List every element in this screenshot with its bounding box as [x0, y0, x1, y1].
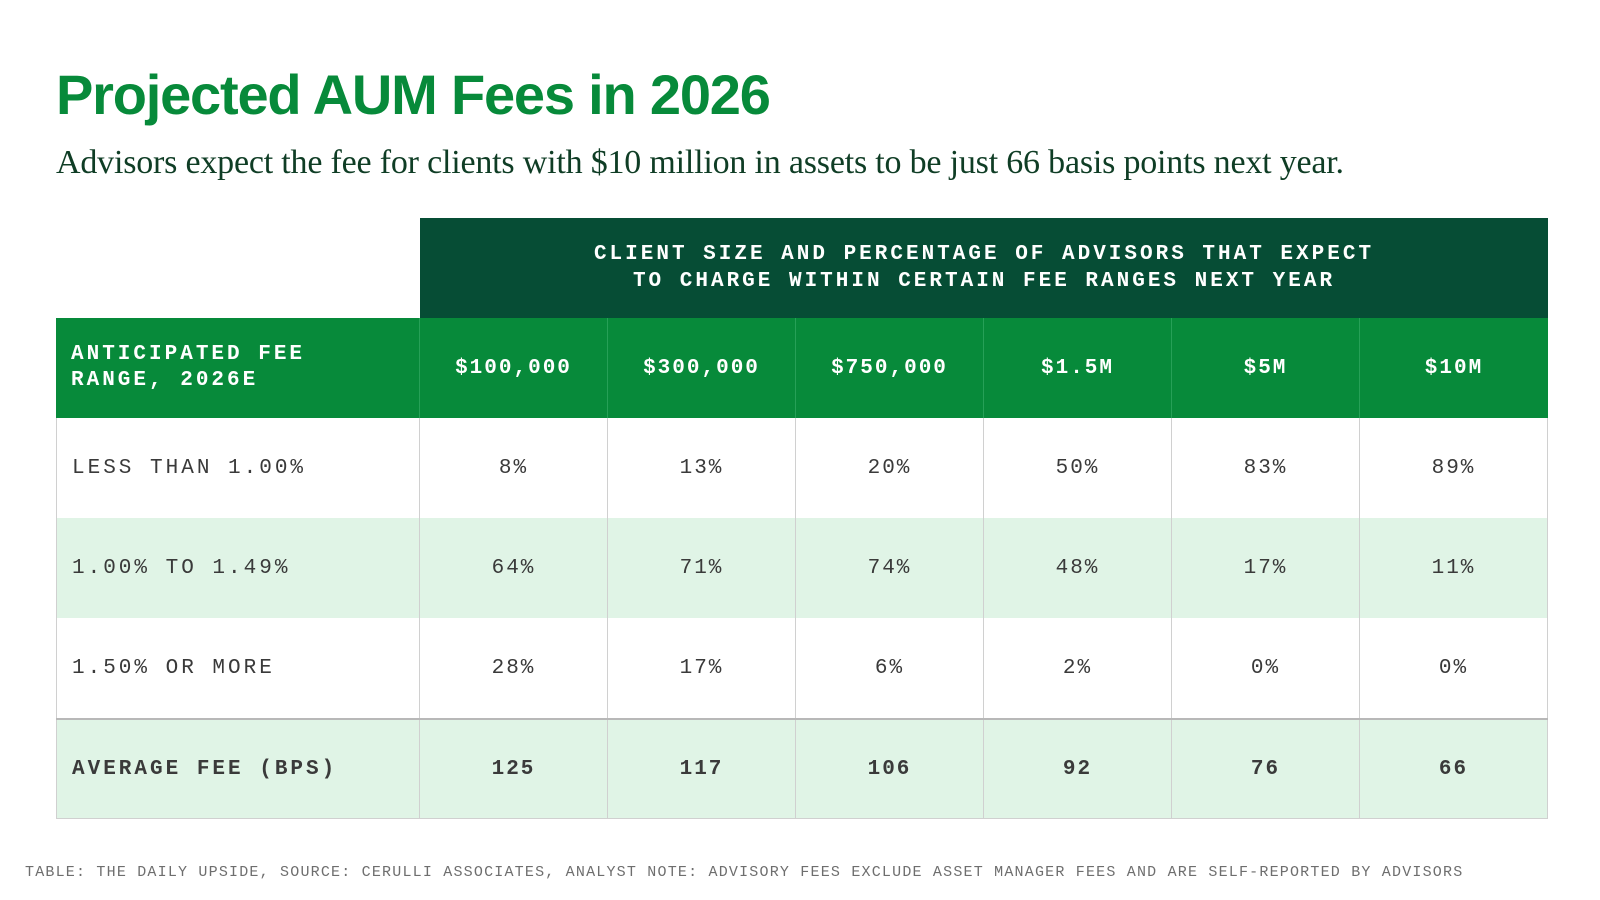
- column-header: $750,000: [796, 318, 984, 418]
- table-cell: 89%: [1360, 418, 1548, 518]
- table-cell: 0%: [1360, 618, 1548, 718]
- row-label: 1.00% TO 1.49%: [56, 518, 420, 618]
- table-cell: 2%: [984, 618, 1172, 718]
- average-fee-row: AVERAGE FEE (BPS) 125 117 106 92 76 66: [56, 718, 1548, 819]
- table-cell: 17%: [1172, 518, 1360, 618]
- table-cell: 117: [608, 720, 796, 818]
- table-row: 1.50% OR MORE 28% 17% 6% 2% 0% 0%: [56, 618, 1548, 718]
- column-header-row: ANTICIPATED FEE RANGE, 2026E $100,000 $3…: [56, 318, 1548, 418]
- table-cell: 50%: [984, 418, 1172, 518]
- chart-title: Projected AUM Fees in 2026: [56, 63, 771, 126]
- table-row: 1.00% TO 1.49% 64% 71% 74% 48% 17% 11%: [56, 518, 1548, 618]
- table-row: LESS THAN 1.00% 8% 13% 20% 50% 83% 89%: [56, 418, 1548, 518]
- table-cell: 71%: [608, 518, 796, 618]
- table-cell: 66: [1360, 720, 1548, 818]
- table-cell: 8%: [420, 418, 608, 518]
- table-cell: 28%: [420, 618, 608, 718]
- column-header: $300,000: [608, 318, 796, 418]
- table-cell: 76: [1172, 720, 1360, 818]
- row-header-label: ANTICIPATED FEE RANGE, 2026E: [56, 318, 420, 418]
- row-label: AVERAGE FEE (BPS): [56, 720, 420, 818]
- column-header: $100,000: [420, 318, 608, 418]
- table-cell: 13%: [608, 418, 796, 518]
- fee-table: CLIENT SIZE AND PERCENTAGE OF ADVISORS T…: [56, 218, 1548, 819]
- spanning-header-line-1: CLIENT SIZE AND PERCENTAGE OF ADVISORS T…: [593, 243, 1375, 266]
- row-header-line-1: ANTICIPATED FEE: [71, 343, 306, 366]
- table-cell: 0%: [1172, 618, 1360, 718]
- table-cell: 106: [796, 720, 984, 818]
- table-cell: 11%: [1360, 518, 1548, 618]
- column-header: $10M: [1424, 356, 1484, 380]
- column-header: $1.5M: [984, 318, 1172, 418]
- table-cell: 48%: [984, 518, 1172, 618]
- row-label: LESS THAN 1.00%: [56, 418, 420, 518]
- row-header-line-2: RANGE, 2026E: [71, 369, 259, 392]
- row-label: 1.50% OR MORE: [56, 618, 420, 718]
- chart-subtitle: Advisors expect the fee for clients with…: [56, 144, 1344, 181]
- table-cell: 74%: [796, 518, 984, 618]
- table-cell: 6%: [796, 618, 984, 718]
- column-header: $5M: [1172, 318, 1360, 418]
- table-cell: 64%: [420, 518, 608, 618]
- spanning-column-header: CLIENT SIZE AND PERCENTAGE OF ADVISORS T…: [420, 218, 1548, 318]
- source-footnote: TABLE: THE DAILY UPSIDE, SOURCE: CERULLI…: [25, 864, 1464, 881]
- table-cell: 83%: [1172, 418, 1360, 518]
- table-cell: 125: [420, 720, 608, 818]
- table-cell: 17%: [608, 618, 796, 718]
- table-cell: 20%: [796, 418, 984, 518]
- table-cell: 92: [984, 720, 1172, 818]
- spanning-header-line-2: TO CHARGE WITHIN CERTAIN FEE RANGES NEXT…: [632, 270, 1336, 293]
